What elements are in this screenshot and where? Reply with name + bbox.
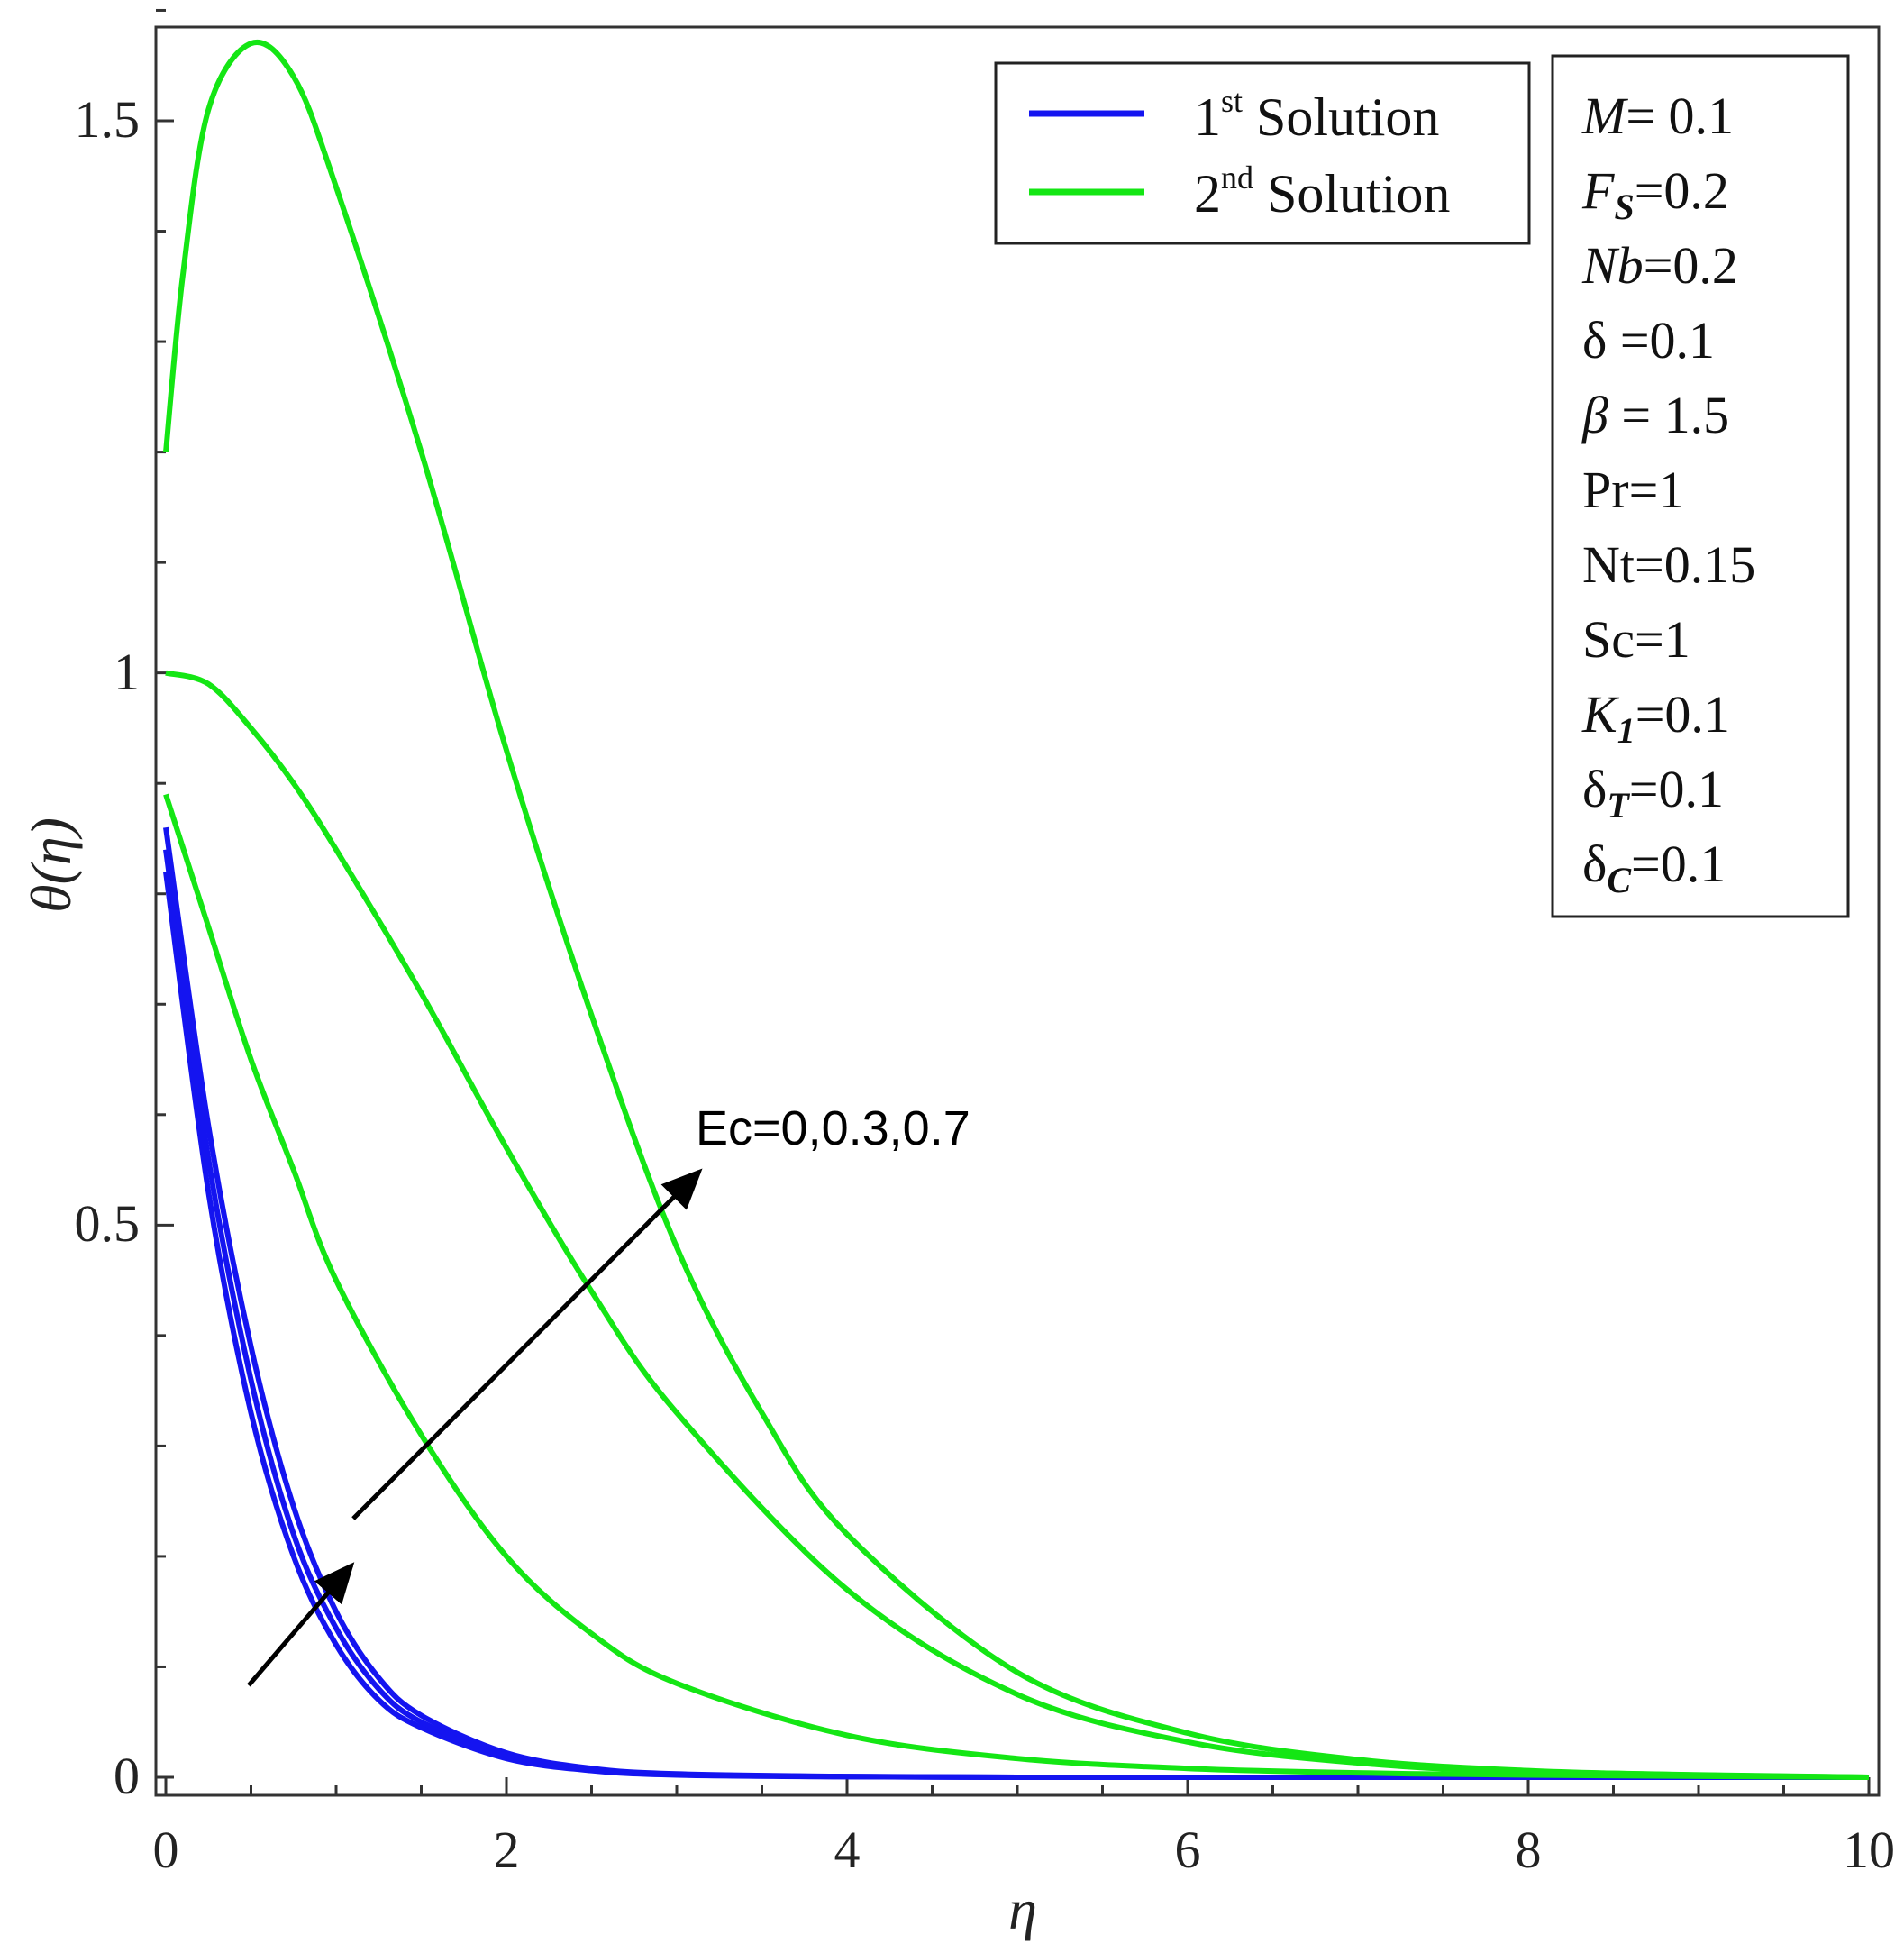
first-solution-line-0 bbox=[163, 871, 1869, 1781]
parameter-item: K1=0.1 bbox=[1581, 685, 1730, 751]
parameter-item: M= 0.1 bbox=[1581, 87, 1734, 145]
parameter-item: Sc=1 bbox=[1582, 610, 1690, 669]
parameter-box-frame bbox=[1551, 54, 1850, 918]
y-axis-label: θ(η) bbox=[19, 817, 83, 913]
x-tick-labels: 0 2 4 6 8 10 bbox=[153, 1821, 1896, 1879]
second-solution-line-5 bbox=[163, 39, 1870, 1780]
x-tick-label: 0 bbox=[153, 1821, 179, 1879]
parameter-item: Nt=0.15 bbox=[1582, 535, 1755, 594]
parameter-item: Nb=0.2 bbox=[1581, 236, 1738, 295]
axis-ticks bbox=[156, 8, 1871, 1795]
y-tick-labels: 0 0.5 1 1.5 bbox=[75, 90, 141, 1805]
parameter-item: δT=0.1 bbox=[1582, 760, 1724, 826]
y-tick-label: 1 bbox=[114, 643, 140, 701]
y-tick-label: 0 bbox=[114, 1747, 140, 1805]
x-tick-label: 8 bbox=[1516, 1821, 1542, 1879]
parameter-item: FS=0.2 bbox=[1581, 161, 1729, 227]
y-tick-label: 0.5 bbox=[75, 1194, 141, 1253]
parameter-item: β = 1.5 bbox=[1581, 386, 1729, 444]
second-solution-line-3 bbox=[163, 793, 1870, 1780]
legend-label-1st: 1st Solution bbox=[1194, 83, 1439, 147]
annotation-arrow-large bbox=[351, 1168, 703, 1520]
parameter-box: M= 0.1 FS=0.2 Nb=0.2 δ =0.1 β = 1.5 Pr=1 Nt=0.… bbox=[1551, 54, 1850, 918]
x-tick-label: 10 bbox=[1843, 1821, 1895, 1879]
parameter-list: M= 0.1 FS=0.2 Nb=0.2 δ =0.1 β = 1.5 Pr=1 Nt=0.… bbox=[1581, 87, 1755, 900]
annotation-arrow-small bbox=[247, 1562, 355, 1687]
legend-box bbox=[994, 61, 1531, 245]
legend: 1st Solution 2nd Solution bbox=[994, 61, 1531, 245]
y-tick-label: 1.5 bbox=[75, 90, 141, 149]
x-tick-label: 4 bbox=[834, 1821, 861, 1879]
parameter-item: δ =0.1 bbox=[1582, 311, 1715, 370]
x-axis-label: η bbox=[1008, 1877, 1037, 1941]
legend-label-2nd: 2nd Solution bbox=[1194, 160, 1450, 224]
first-solution-line-2 bbox=[163, 826, 1869, 1781]
annotation-ec: Ec=0,0.3,0.7 bbox=[696, 1101, 970, 1155]
x-tick-label: 6 bbox=[1175, 1821, 1201, 1879]
parameter-item: δC=0.1 bbox=[1582, 835, 1726, 900]
second-solution-line-4 bbox=[165, 670, 1870, 1780]
parameter-item: Pr=1 bbox=[1582, 461, 1684, 519]
x-tick-label: 2 bbox=[494, 1821, 520, 1879]
series-group bbox=[163, 39, 1870, 1781]
